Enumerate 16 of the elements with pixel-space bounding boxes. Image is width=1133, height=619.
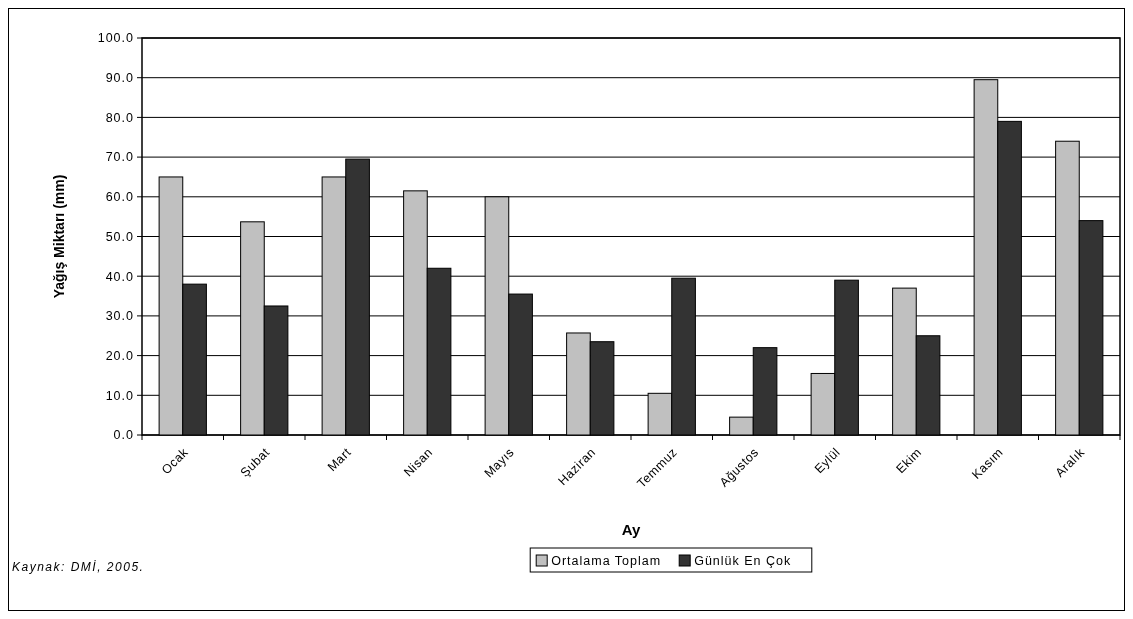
y-tick-label: 0.0 — [113, 428, 134, 443]
text: Kaynak: DMİ, 2005. — [12, 560, 145, 574]
y-tick-label: 30.0 — [105, 309, 134, 324]
y-tick-label: 100.0 — [97, 31, 134, 46]
y-tick-label: 80.0 — [105, 110, 134, 125]
x-axis-title: Ay — [621, 521, 641, 538]
y-tick-label: 20.0 — [105, 348, 134, 363]
y-tick-label: 50.0 — [105, 229, 134, 244]
y-tick-label: 70.0 — [105, 150, 134, 165]
legend-label: Günlük En Çok — [694, 553, 792, 568]
y-tick-label: 40.0 — [105, 269, 134, 284]
y-tick-label: 60.0 — [105, 190, 134, 205]
y-axis-title: Yağış Miktarı (mm) — [51, 174, 67, 299]
y-tick-label: 10.0 — [105, 388, 134, 403]
legend-label: Ortalama Toplam — [551, 553, 662, 568]
y-tick-label: 90.0 — [105, 71, 134, 86]
